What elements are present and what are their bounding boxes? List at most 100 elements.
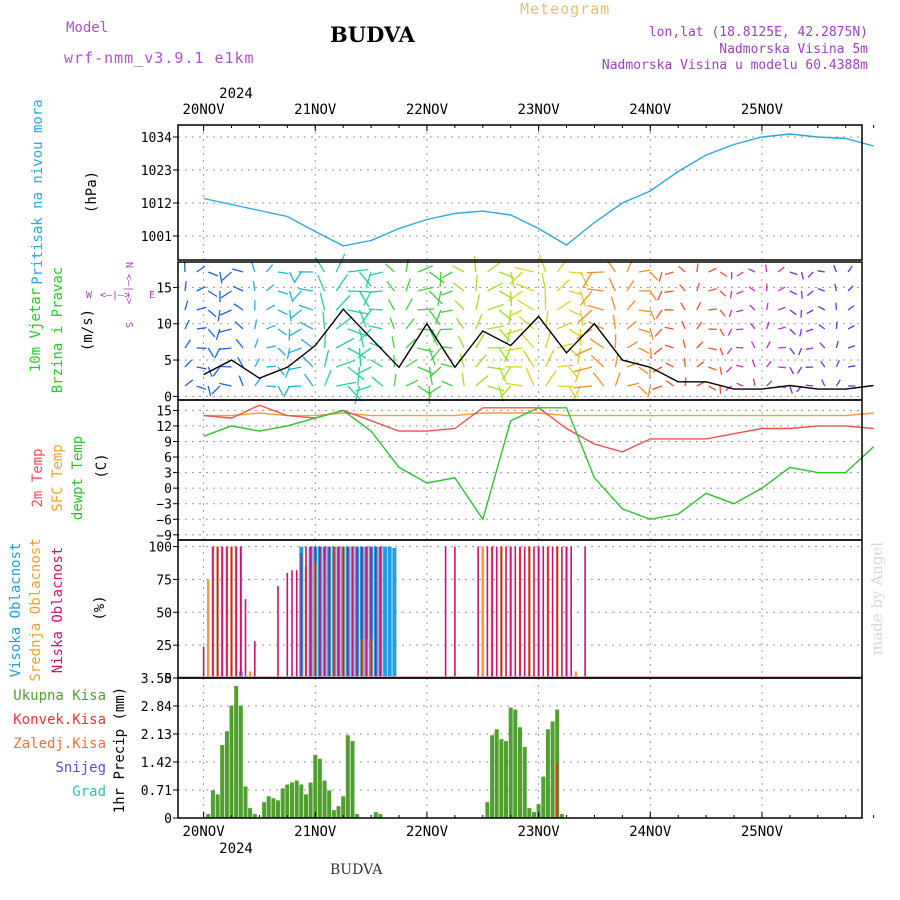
wind-arrow	[679, 284, 686, 292]
total-precip-bar	[308, 782, 313, 818]
wind-arrow	[847, 325, 855, 330]
side-labels: Pritisak na nivou mora (hPa) 10m Vjetar Brz…	[8, 99, 155, 813]
wind-arrow	[664, 344, 674, 349]
wind-arrow	[638, 309, 651, 313]
wind-arrow	[441, 271, 453, 279]
wind-arrow	[518, 316, 535, 330]
compass-west: W	[86, 290, 93, 301]
wind-arrow	[556, 321, 572, 330]
total-precip-bar	[559, 814, 564, 818]
wind-arrow	[498, 385, 505, 402]
total-precip-bar	[290, 782, 294, 818]
model-name: wrf-nmm_v3.9.1 e1km	[64, 49, 255, 67]
low-cloud-bar	[556, 546, 558, 678]
wind-arrow	[579, 271, 589, 287]
wind-arrow	[708, 288, 717, 292]
day-label-bottom: 20NOV	[183, 824, 226, 840]
total-precip-bar	[317, 758, 322, 818]
wind-arrow	[789, 309, 797, 316]
wind-arrow	[515, 283, 535, 292]
total-precip-bar	[276, 800, 280, 818]
total-precip-bar	[322, 780, 327, 818]
wind-tick-label: 15	[156, 281, 172, 296]
wind-arrow	[254, 358, 260, 368]
wind-arrow	[277, 271, 289, 275]
low-cloud-bar	[333, 546, 335, 678]
wind-axis-title: 10m Vjetar	[28, 288, 44, 372]
wind-arrow	[289, 328, 302, 337]
wind-arrow	[266, 385, 277, 388]
high-cloud-axis-title: Visoka Oblacnost	[8, 543, 24, 678]
wind-arrow	[708, 308, 717, 311]
low-cloud-bar	[351, 546, 354, 678]
low-cloud-bar	[444, 546, 447, 678]
low-cloud-bar	[519, 546, 521, 678]
wind-arrow	[405, 318, 415, 330]
wind-arrow	[368, 290, 383, 294]
precip-tick-label: 0	[164, 812, 172, 827]
low-cloud-bar	[295, 570, 298, 678]
wind-arrow	[405, 338, 416, 349]
wind-arrow	[386, 281, 395, 292]
wind-arrow	[736, 309, 744, 313]
compass-ns-arrow: <–|–>	[123, 274, 134, 304]
low-cloud-bar	[319, 546, 321, 678]
wind-arrow	[358, 309, 367, 328]
wind-arrow	[557, 342, 573, 349]
wind-arrow	[207, 328, 216, 338]
wind-arrow	[736, 382, 744, 387]
high-cloud-bar	[387, 546, 392, 678]
total-precip-bar	[499, 739, 504, 818]
wind-arrow	[357, 366, 361, 386]
compass-ew-arrow: <–|–>	[100, 290, 130, 301]
wind-arrow	[207, 271, 219, 277]
wind-arrow	[347, 328, 368, 337]
temp2m-axis-title: 2m Temp	[30, 448, 46, 507]
low-cloud-bar	[216, 546, 219, 678]
hail-legend: Grad	[72, 784, 106, 800]
total-precip-bar	[313, 754, 318, 818]
wind-arrow	[665, 362, 674, 368]
high-cloud-bar	[383, 546, 388, 678]
conv-precip-bar	[556, 762, 559, 818]
wind-arrow	[638, 385, 648, 395]
wind-arrow	[184, 319, 190, 330]
day-label-bottom: 23NOV	[518, 824, 561, 840]
precip-tick-label: 2.84	[141, 700, 172, 715]
wind-arrow	[417, 308, 435, 311]
total-precip-bar	[373, 812, 378, 818]
low-cloud-bar	[505, 546, 507, 678]
wind-arrow	[765, 264, 768, 273]
wind-arrow	[428, 271, 445, 284]
wind-arrow	[817, 287, 825, 292]
wind-arrow	[219, 271, 223, 284]
total-precip-bar	[536, 804, 541, 818]
wind-arrow	[579, 309, 584, 327]
total-precip-bar	[518, 727, 522, 818]
wind-arrow	[441, 290, 453, 296]
wind-arrow	[487, 366, 505, 371]
wind-arrow	[290, 309, 302, 319]
total-precip-bar	[485, 802, 490, 818]
clouds-tick-label: 50	[156, 606, 172, 621]
wind-unit: (m/s)	[80, 309, 96, 351]
clouds-tick-label: 100	[149, 541, 172, 556]
low-cloud-bar	[337, 546, 340, 678]
footer-location: BUDVA	[330, 862, 383, 878]
wind-arrow	[834, 283, 838, 292]
dewpt-line	[203, 407, 875, 521]
wind-arrow	[805, 328, 814, 333]
low-cloud-bar	[570, 546, 572, 678]
total-precip-bar	[545, 729, 550, 818]
conv-precip-legend: Konvek.Kisa	[13, 712, 106, 728]
low-cloud-axis-title: Niska Oblacnost	[50, 547, 66, 673]
precip-tick-label: 1.42	[141, 756, 172, 771]
wind-arrow	[368, 271, 383, 277]
day-label-top: 22NOV	[406, 102, 449, 118]
wind-arrow	[335, 359, 356, 368]
wind-arrow	[196, 286, 206, 292]
compass-south: S	[123, 322, 134, 328]
low-cloud-bar	[240, 546, 242, 678]
wind-arrow	[455, 317, 465, 330]
